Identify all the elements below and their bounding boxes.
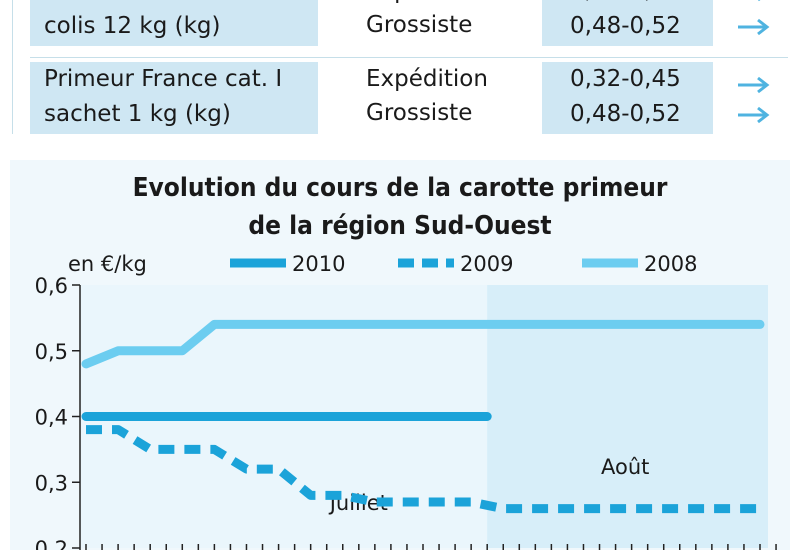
price-value: 0,35-0,45 (570, 0, 713, 9)
product-cell: Primeur France cat. I sachet 1 kg (kg) (30, 62, 318, 134)
product-name-line2: colis 12 kg (kg) (44, 13, 221, 39)
market-label: Expédition (366, 66, 488, 92)
price-cell: 0,32-0,45 0,48-0,52 (542, 62, 713, 134)
product-cell: Primeur France cat. I colis 12 kg (kg) (30, 0, 318, 46)
arrow-right-icon (738, 18, 770, 36)
arrow-right-icon (738, 76, 770, 94)
market-label: Grossiste (366, 12, 473, 38)
price-value: 0,48-0,52 (570, 101, 681, 127)
price-value: 0,48-0,52 (570, 13, 681, 39)
chart-title-line1: Evolution du cours de la carotte primeur (132, 173, 668, 203)
product-name-line1: Primeur France cat. I (44, 0, 318, 9)
row-divider (30, 57, 788, 58)
table-left-border (12, 0, 13, 134)
product-name-line2: sachet 1 kg (kg) (44, 101, 231, 127)
chart-title-line2: de la région Sud-Ouest (248, 211, 552, 241)
price-table: Primeur France cat. I colis 12 kg (kg) E… (0, 0, 800, 138)
price-cell: 0,35-0,45 0,48-0,52 (542, 0, 713, 46)
market-label: Grossiste (366, 100, 473, 126)
price-value: 0,32-0,45 (570, 66, 681, 92)
arrow-right-icon (738, 106, 770, 124)
product-name-line1: Primeur France cat. I (44, 66, 283, 92)
market-label: Expédition (366, 0, 488, 9)
